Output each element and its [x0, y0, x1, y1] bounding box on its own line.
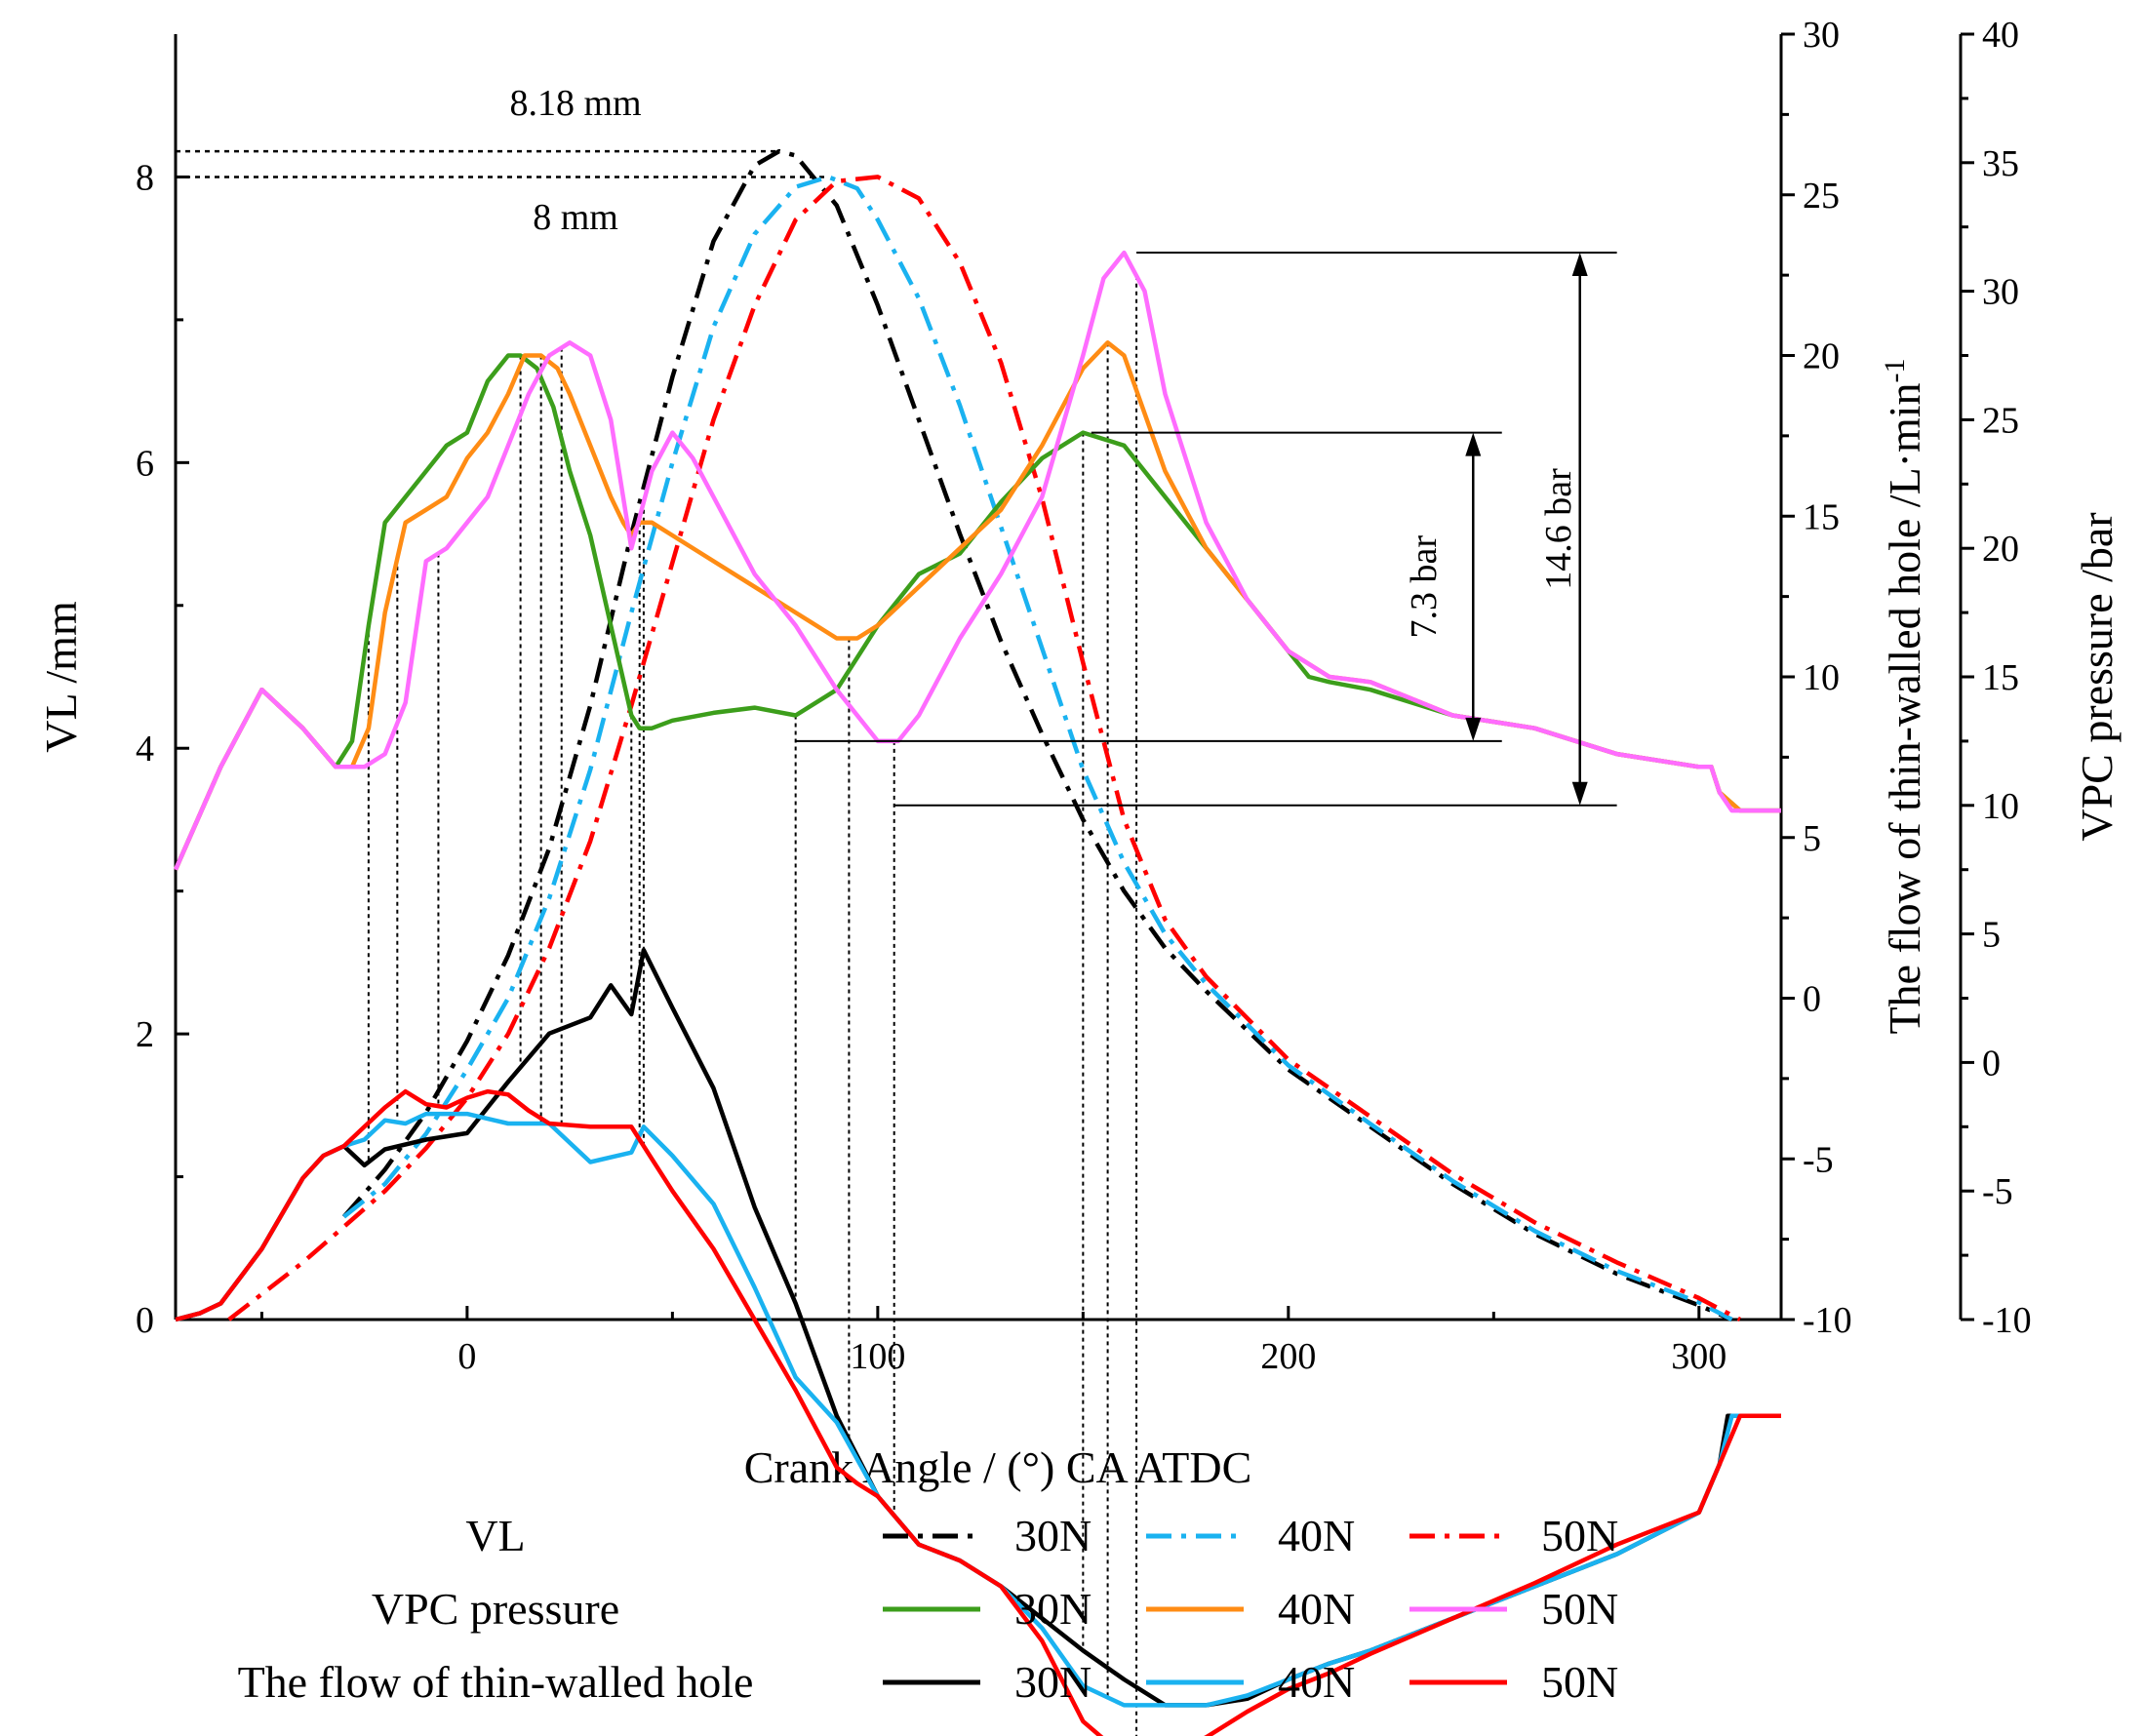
series-vl-30: [341, 148, 1733, 1322]
x-axis-title: Crank Angle / (°) CA ATDC: [744, 1442, 1252, 1492]
series-flow-50: [175, 1088, 1781, 1736]
legend-entry-label: 40N: [1278, 1657, 1355, 1707]
arrow-14.6-bar-head-up: [1571, 253, 1588, 277]
annotations-layer: 8.18 mm 8 mm 7.3 bar 14.6 bar: [509, 83, 1617, 807]
right2-tick-label: 5: [1982, 915, 2001, 956]
right2-tick-label: 40: [1982, 15, 2019, 56]
right2-tick-label: 10: [1982, 786, 2019, 827]
x-tick-label: 200: [1260, 1336, 1316, 1377]
series-layer: [173, 148, 1781, 1736]
legend-group-label: The flow of thin-walled hole: [238, 1657, 754, 1707]
arrow-7.3-bar-head-down: [1465, 717, 1482, 741]
right1-tick-label: 30: [1803, 15, 1840, 56]
x-tick-label: 300: [1671, 1336, 1726, 1377]
right1-tick-label: 15: [1803, 496, 1840, 537]
legend-entry-label: 50N: [1541, 1511, 1618, 1560]
legend-entry-label: 30N: [1014, 1584, 1091, 1634]
legend-entry-label: 40N: [1278, 1511, 1355, 1560]
right1-axis-title-superscript: -1: [1879, 358, 1911, 382]
guide-lines-layer: [176, 149, 1138, 1736]
x-tick-label: 100: [850, 1336, 905, 1377]
right2-axis-title: VPC pressure /bar: [2072, 512, 2122, 841]
right1-tick-label: 5: [1803, 818, 1821, 859]
right1-tick-label: 0: [1803, 979, 1821, 1020]
legend: VL 30N 40N 50N VPC pressure 30N 40N 50N The flow…: [238, 1511, 1619, 1707]
right2-tick-label: 35: [1982, 143, 2019, 184]
right2-tick-label: -10: [1982, 1300, 2032, 1341]
right2-tick-label: 30: [1982, 272, 2019, 313]
legend-entry-label: 40N: [1278, 1584, 1355, 1634]
right2-tick-label: 25: [1982, 400, 2019, 441]
right2-tick-label: 20: [1982, 529, 2019, 570]
right1-axis-title-main: The flow of thin-walled hole /L·min: [1880, 382, 1929, 1034]
left-tick-label: 0: [136, 1300, 154, 1341]
annotation-delta-large: 14.6 bar: [1538, 468, 1579, 590]
legend-entry-label: 30N: [1014, 1511, 1091, 1560]
series-vpc-50: [173, 250, 1781, 871]
left-tick-label: 6: [136, 443, 154, 484]
arrow-7.3-bar-head-up: [1465, 432, 1482, 456]
left-axis-title: VL /mm: [36, 601, 86, 753]
right2-tick-label: -5: [1982, 1171, 2013, 1212]
axes-layer: 0 100 200 300 0 2 4 6 8 -10 -5 0 5 10 15 20 25 30 -10 -5 0 5 1…: [36, 15, 2122, 1492]
legend-entry-label: 50N: [1541, 1657, 1618, 1707]
right1-tick-label: -5: [1803, 1139, 1834, 1180]
arrow-14.6-bar-head-down: [1571, 781, 1588, 806]
annotation-delta-small: 7.3 bar: [1404, 535, 1445, 639]
annotation-peak-high: 8.18 mm: [509, 83, 641, 124]
legend-group-label: VL: [465, 1511, 525, 1560]
left-tick-label: 2: [136, 1014, 154, 1055]
x-tick-label: 0: [457, 1336, 476, 1377]
legend-entry-label: 50N: [1541, 1584, 1618, 1634]
series-vl-40: [342, 175, 1733, 1322]
right2-tick-label: 0: [1982, 1043, 2001, 1084]
series-vl-50: [227, 175, 1741, 1322]
right1-axis-title: The flow of thin-walled hole /L·min-1: [1879, 358, 1929, 1034]
left-tick-label: 4: [136, 729, 154, 769]
left-tick-label: 8: [136, 157, 154, 198]
legend-group-label: VPC pressure: [372, 1584, 619, 1634]
right2-tick-label: 15: [1982, 657, 2019, 698]
legend-entry-label: 30N: [1014, 1657, 1091, 1707]
right1-tick-label: 20: [1803, 336, 1840, 377]
series-vpc-30: [173, 353, 1781, 871]
right1-tick-label: 25: [1803, 176, 1840, 217]
right1-tick-label: 10: [1803, 657, 1840, 698]
right1-tick-label: -10: [1803, 1300, 1852, 1341]
annotation-peak-low: 8 mm: [533, 197, 618, 238]
